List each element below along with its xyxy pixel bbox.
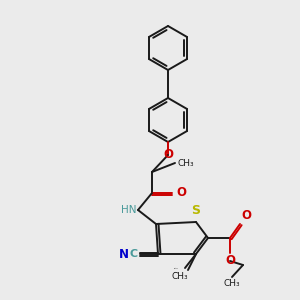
Text: CH₃: CH₃ [224,279,240,288]
Text: S: S [191,204,200,217]
Text: O: O [163,148,173,161]
Text: methyl: methyl [174,272,178,273]
Text: methyl: methyl [174,268,178,269]
Text: HN: HN [121,205,136,215]
Text: CH₃: CH₃ [172,272,188,281]
Text: N: N [119,248,129,260]
Text: CH₃: CH₃ [178,158,195,167]
Text: O: O [225,254,235,267]
Text: O: O [176,187,186,200]
Text: O: O [241,209,251,222]
Text: C: C [130,249,138,259]
